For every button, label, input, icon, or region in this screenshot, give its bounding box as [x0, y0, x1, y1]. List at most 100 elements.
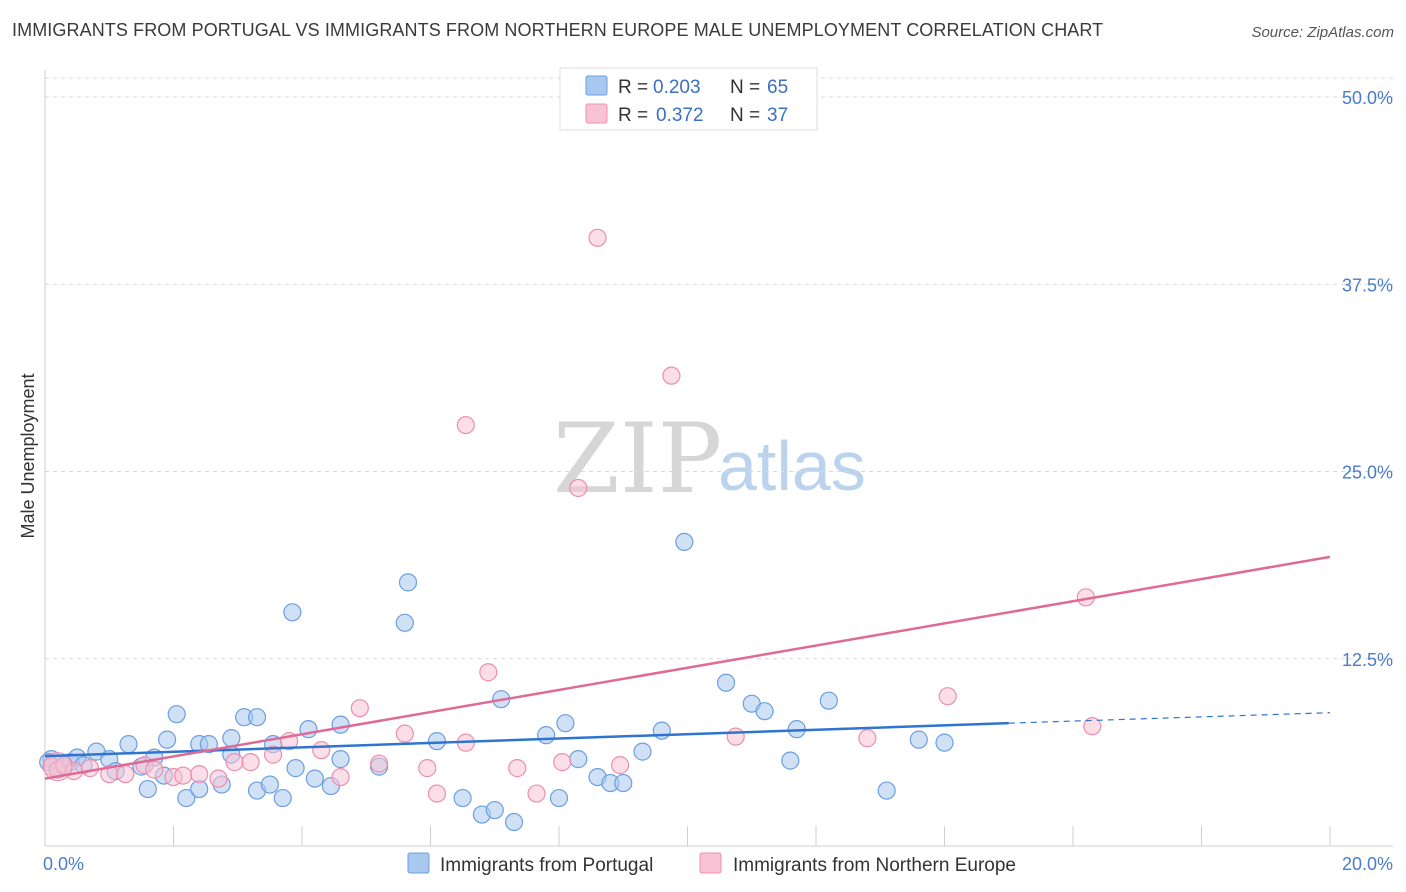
data-point [418, 759, 437, 778]
legend-r-value-northern-europe: 0.372 [656, 105, 704, 126]
source-credit: Source: ZipAtlas.com [1251, 24, 1394, 41]
bottom-legend-swatch-portugal [407, 852, 430, 874]
data-point [286, 759, 305, 778]
legend-swatch-northern-europe [585, 103, 608, 124]
data-point [569, 478, 588, 498]
data-point [273, 788, 292, 808]
data-point [350, 699, 369, 718]
data-point [157, 730, 177, 749]
data-point [938, 687, 957, 706]
data-point [675, 532, 694, 552]
data-point [549, 788, 569, 808]
data-point [556, 714, 575, 733]
data-point [504, 812, 524, 832]
data-point [119, 735, 138, 754]
bottom-legend-label-portugal: Immigrants from Portugal [440, 855, 653, 876]
data-point [138, 779, 157, 799]
x-tick-label-max: 20.0% [1342, 854, 1393, 874]
watermark-atlas: atlas [718, 427, 866, 505]
data-point [479, 663, 498, 682]
legend-r-label-portugal: R = [618, 77, 648, 98]
data-point [877, 781, 896, 800]
data-point [427, 732, 447, 751]
data-point [222, 729, 241, 748]
data-point [241, 753, 260, 772]
data-point [283, 603, 302, 622]
data-point [485, 800, 504, 820]
watermark-zip: ZIP [553, 403, 722, 515]
data-point [614, 773, 633, 793]
y-tick-label: 12.5% [1342, 650, 1393, 670]
data-point [145, 760, 164, 779]
gridlines [45, 77, 1393, 660]
trendlines [44, 555, 1331, 780]
legend-r-value-portugal: 0.203 [653, 77, 701, 98]
data-point [260, 775, 279, 794]
data-point [527, 784, 546, 803]
data-point [247, 708, 267, 727]
data-point [553, 753, 572, 772]
data-point [726, 727, 745, 746]
data-point [819, 691, 838, 710]
bottom-legend-label-northern-europe: Immigrants from Northern Europe [733, 855, 1016, 876]
legend: R = 0.203 N = 65 R = 0.372 N = 37 [559, 67, 818, 131]
data-point [508, 759, 527, 778]
trendline-portugal-extension [1008, 712, 1331, 724]
data-point [456, 415, 475, 435]
legend-n-value-portugal: 65 [767, 77, 788, 98]
data-point [80, 759, 100, 778]
trendline-northern-europe [44, 555, 1331, 780]
data-point [935, 733, 954, 752]
data-point [858, 729, 877, 748]
y-tick-labels: 12.5% 25.0% 37.5% 50.0% [1342, 88, 1393, 670]
data-point [263, 745, 283, 764]
bottom-legend: Immigrants from Portugal Immigrants from… [407, 852, 1016, 876]
data-point [569, 750, 588, 769]
legend-swatch-portugal [585, 75, 608, 96]
data-point [395, 613, 414, 632]
data-point [755, 702, 774, 721]
data-point [331, 767, 350, 787]
legend-n-label-northern-europe: N = [730, 105, 760, 126]
x-ticks [44, 826, 1331, 846]
data-point [190, 764, 209, 784]
data-point [716, 673, 736, 692]
data-point [909, 730, 928, 749]
data-point [177, 788, 196, 808]
data-point [225, 753, 244, 772]
y-tick-label: 25.0% [1342, 463, 1393, 483]
data-point [116, 764, 135, 784]
data-point [427, 784, 447, 803]
watermark: ZIP atlas [553, 403, 866, 515]
bottom-legend-swatch-northern-europe [699, 852, 722, 874]
data-point [610, 756, 630, 775]
data-point [633, 742, 652, 761]
data-point [370, 754, 389, 773]
data-point [209, 769, 228, 788]
data-point [453, 788, 472, 808]
data-point [781, 751, 800, 770]
data-point [331, 750, 350, 769]
data-point [398, 573, 418, 592]
series-northern-europe [42, 228, 1102, 803]
legend-r-label-northern-europe: R = [618, 105, 648, 126]
legend-n-value-northern-europe: 37 [767, 105, 788, 126]
data-point [1083, 717, 1102, 736]
data-point [331, 715, 350, 734]
data-point [395, 724, 414, 743]
data-point-cluster [43, 752, 73, 782]
data-point [312, 741, 331, 760]
y-tick-label: 50.0% [1342, 88, 1393, 108]
data-point [662, 366, 681, 385]
legend-n-label-portugal: N = [730, 77, 760, 98]
chart-title: IMMIGRANTS FROM PORTUGAL VS IMMIGRANTS F… [12, 20, 1104, 40]
x-tick-label-min: 0.0% [43, 854, 84, 874]
series-portugal [39, 532, 954, 832]
data-point [167, 705, 186, 724]
data-point [652, 721, 671, 740]
axes [44, 70, 1393, 847]
data-point [305, 769, 324, 788]
data-point [174, 766, 193, 785]
data-point [588, 228, 607, 247]
